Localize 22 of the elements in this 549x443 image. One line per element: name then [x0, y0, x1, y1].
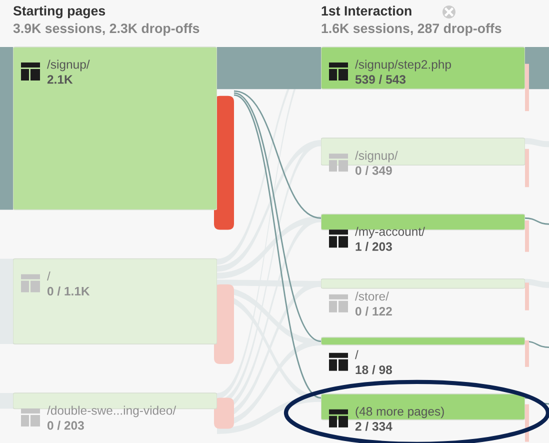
text: 1st Interaction [322, 6, 412, 16]
data-label: 2.1K [47, 75, 73, 84]
text: Starting pages [13, 6, 106, 18]
category-label: /signup/ [355, 150, 398, 162]
data-label: 0 / 1.1K [47, 286, 90, 296]
data-label: 0 / 349 [355, 166, 392, 175]
data-label: 539 / 543 [355, 74, 406, 84]
category-label: /my-account/ [355, 226, 425, 238]
category-label: /double-swe...ing-video/ [47, 406, 176, 418]
text: 1.6K sessions, 287 drop-offs [322, 23, 502, 36]
category-label: / [355, 350, 358, 360]
data-label: 1 / 203 [356, 242, 392, 252]
data-label: 0 / 122 [355, 306, 392, 316]
text: 3.9K sessions, 2.3K drop-offs [13, 23, 200, 36]
category-label: /signup/ [47, 60, 90, 72]
category-label: /store/ [355, 292, 389, 301]
data-label: 0 / 203 [47, 420, 84, 430]
category-label: / [47, 272, 50, 281]
data-label: 18 / 98 [356, 365, 392, 374]
data-label: 2 / 334 [355, 422, 392, 431]
category-label: /signup/step2.php [355, 60, 451, 72]
category-label: (48 more pages) [356, 406, 444, 418]
